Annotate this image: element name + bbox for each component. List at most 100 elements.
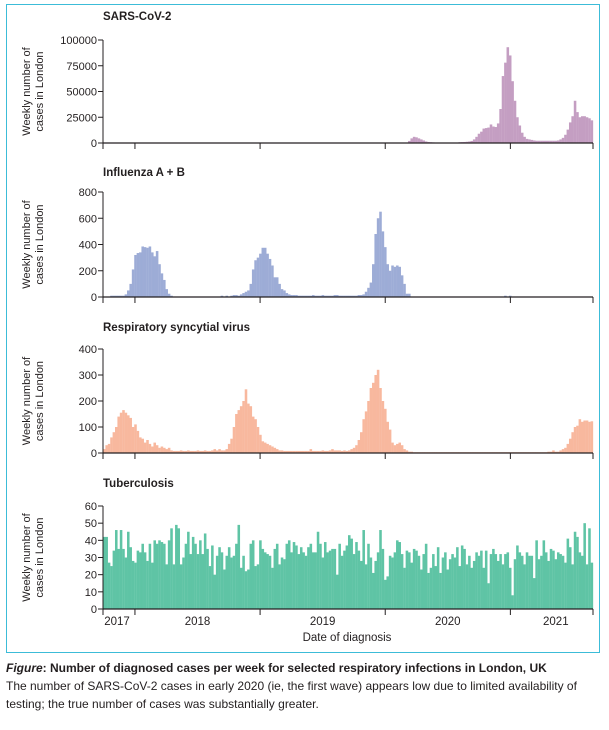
bar <box>158 264 161 297</box>
bar <box>468 555 471 609</box>
bar <box>319 295 322 297</box>
bar <box>268 555 272 609</box>
bar <box>451 554 454 609</box>
bar <box>285 543 289 609</box>
bar <box>242 555 245 609</box>
bar <box>311 450 315 453</box>
bar <box>131 427 135 453</box>
bar <box>119 295 123 297</box>
bar <box>287 540 291 609</box>
panel-respiratory-syncytial-virus: Respiratory syncytial virus Weekly number… <box>21 322 594 460</box>
bar <box>134 562 137 609</box>
bar <box>215 555 219 609</box>
bar <box>295 295 298 297</box>
bar <box>251 540 255 609</box>
bar <box>278 450 281 453</box>
bar <box>316 531 320 609</box>
bar <box>319 450 322 453</box>
bar <box>153 540 156 609</box>
y-axis-label: Weekly number of <box>21 46 33 135</box>
bar <box>237 524 241 609</box>
bar <box>364 411 368 453</box>
bar <box>297 554 301 609</box>
bar <box>251 416 255 453</box>
bar <box>211 545 214 609</box>
bar <box>311 552 315 609</box>
bar <box>189 554 193 609</box>
bar <box>537 140 541 143</box>
bar <box>249 283 253 298</box>
bar <box>393 445 397 453</box>
bar <box>323 450 327 453</box>
bar <box>321 295 325 297</box>
bar <box>542 540 546 609</box>
bar <box>492 548 495 609</box>
bar <box>333 548 337 609</box>
bar <box>153 442 156 453</box>
bar <box>239 294 243 298</box>
bar <box>244 291 248 297</box>
bar <box>316 450 320 453</box>
bar <box>230 557 233 609</box>
bar <box>348 450 351 453</box>
y-tick-label: 20 <box>85 570 97 582</box>
bar <box>523 136 526 143</box>
y-tick-label: 200 <box>79 396 97 408</box>
bar <box>129 417 132 453</box>
bar <box>436 547 440 609</box>
bar <box>552 450 555 453</box>
bar <box>223 569 226 609</box>
bar <box>139 552 142 609</box>
bar <box>105 445 108 453</box>
bar <box>513 559 517 609</box>
bar <box>139 252 142 298</box>
bar <box>206 450 209 453</box>
bar <box>232 555 236 609</box>
bar <box>326 450 329 453</box>
bar <box>518 552 522 609</box>
bar <box>410 562 413 609</box>
bar <box>131 560 135 609</box>
bar <box>283 559 286 609</box>
y-axis-label: Weekly number of <box>21 199 33 288</box>
bar <box>331 548 334 609</box>
bar <box>127 531 130 609</box>
bar <box>146 440 149 453</box>
bar <box>328 550 332 609</box>
bar <box>518 125 522 143</box>
bar <box>528 139 531 143</box>
bar <box>372 264 375 297</box>
bar <box>588 421 591 453</box>
bar <box>487 127 490 143</box>
y-tick-label: 0 <box>91 448 97 460</box>
bar <box>117 416 120 453</box>
caption-title: Figure: Number of diagnosed cases per we… <box>6 659 606 677</box>
bar <box>388 270 392 297</box>
bar <box>115 427 118 453</box>
y-tick-label: 60 <box>85 501 97 513</box>
bar <box>489 124 493 143</box>
bar <box>583 116 586 143</box>
bar <box>163 447 166 453</box>
bar <box>412 136 416 143</box>
bar <box>403 449 406 453</box>
bar <box>384 579 387 609</box>
bar <box>415 137 418 143</box>
bar <box>196 554 200 609</box>
bar <box>105 536 108 609</box>
bar <box>566 129 570 143</box>
bar <box>148 543 152 609</box>
bar <box>283 450 286 453</box>
bar <box>107 562 111 609</box>
bar <box>408 451 411 453</box>
bar <box>266 253 269 297</box>
bar <box>115 295 118 297</box>
bar <box>172 450 176 453</box>
bar <box>360 295 363 297</box>
bar <box>376 552 380 609</box>
bar <box>124 294 128 298</box>
bar <box>528 555 531 609</box>
bar <box>372 572 375 609</box>
bar <box>335 450 339 453</box>
bar <box>348 295 351 297</box>
